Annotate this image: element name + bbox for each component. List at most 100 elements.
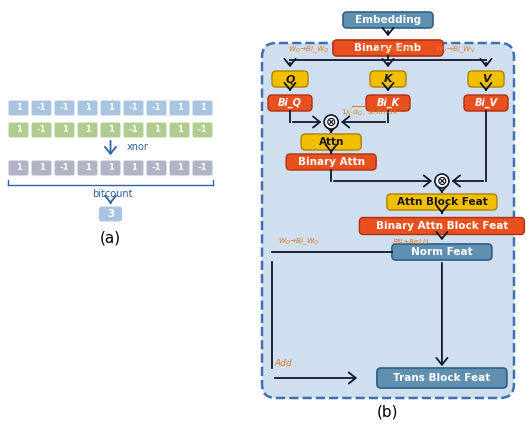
Text: 1: 1 <box>154 126 159 135</box>
FancyBboxPatch shape <box>392 244 492 260</box>
Text: $W_Q \!\rightarrow\! Bi\_W_Q$: $W_Q \!\rightarrow\! Bi\_W_Q$ <box>288 44 329 55</box>
Text: Binary Emb: Binary Emb <box>355 43 421 53</box>
Text: 1: 1 <box>107 126 114 135</box>
FancyBboxPatch shape <box>169 160 190 176</box>
FancyBboxPatch shape <box>123 100 144 116</box>
FancyBboxPatch shape <box>146 100 167 116</box>
Text: $BN\!+\!ReLU$: $BN\!+\!ReLU$ <box>392 237 430 246</box>
Text: -1: -1 <box>37 104 46 112</box>
Text: -1: -1 <box>129 126 138 135</box>
FancyBboxPatch shape <box>370 71 406 87</box>
Text: Add: Add <box>274 359 291 368</box>
Text: -1: -1 <box>129 104 138 112</box>
FancyBboxPatch shape <box>54 122 75 138</box>
FancyBboxPatch shape <box>8 122 29 138</box>
FancyBboxPatch shape <box>192 122 213 138</box>
Text: 1: 1 <box>199 104 206 112</box>
Text: -1: -1 <box>60 164 69 173</box>
FancyBboxPatch shape <box>272 71 308 87</box>
FancyBboxPatch shape <box>8 100 29 116</box>
FancyBboxPatch shape <box>54 100 75 116</box>
FancyBboxPatch shape <box>100 122 121 138</box>
Text: 1: 1 <box>85 164 90 173</box>
FancyBboxPatch shape <box>123 122 144 138</box>
FancyBboxPatch shape <box>146 160 167 176</box>
Text: ⊗: ⊗ <box>326 115 337 129</box>
Text: 1: 1 <box>85 126 90 135</box>
FancyBboxPatch shape <box>77 122 98 138</box>
Text: Bi_Q: Bi_Q <box>278 98 302 108</box>
Circle shape <box>435 174 449 188</box>
FancyBboxPatch shape <box>343 12 433 28</box>
FancyBboxPatch shape <box>8 160 29 176</box>
FancyBboxPatch shape <box>100 100 121 116</box>
Text: -1: -1 <box>151 104 161 112</box>
FancyBboxPatch shape <box>146 122 167 138</box>
Text: 1: 1 <box>16 104 22 112</box>
Text: (b): (b) <box>377 405 399 420</box>
Text: 1: 1 <box>62 126 67 135</box>
Text: $W_O \!\rightarrow\! Bi\_W_O$: $W_O \!\rightarrow\! Bi\_W_O$ <box>278 236 319 247</box>
Text: ⊗: ⊗ <box>437 175 447 187</box>
Text: Embedding: Embedding <box>355 15 421 25</box>
Text: 1: 1 <box>16 126 22 135</box>
FancyBboxPatch shape <box>98 206 123 222</box>
FancyBboxPatch shape <box>468 71 504 87</box>
Text: Binary Attn Block Feat: Binary Attn Block Feat <box>376 221 508 231</box>
FancyBboxPatch shape <box>268 95 312 111</box>
Text: 1: 1 <box>177 164 183 173</box>
Text: Q: Q <box>285 74 295 84</box>
FancyBboxPatch shape <box>359 218 524 234</box>
Text: -1: -1 <box>37 126 46 135</box>
Text: Binary Attn: Binary Attn <box>298 157 365 167</box>
FancyBboxPatch shape <box>387 194 497 210</box>
Text: $1/\!\sqrt{d_Q}$, softmax: $1/\!\sqrt{d_Q}$, softmax <box>341 104 399 118</box>
FancyBboxPatch shape <box>54 160 75 176</box>
Text: Norm Feat: Norm Feat <box>411 247 473 257</box>
Text: Trans Block Feat: Trans Block Feat <box>393 373 491 383</box>
Text: xnor: xnor <box>126 142 148 152</box>
Text: bitcount: bitcount <box>92 189 133 199</box>
FancyBboxPatch shape <box>377 368 507 388</box>
FancyBboxPatch shape <box>464 95 508 111</box>
FancyBboxPatch shape <box>100 160 121 176</box>
FancyBboxPatch shape <box>333 40 443 56</box>
Text: $W_K \!\rightarrow\! Bi\_W_K$: $W_K \!\rightarrow\! Bi\_W_K$ <box>376 44 417 55</box>
FancyBboxPatch shape <box>77 100 98 116</box>
Text: 1: 1 <box>107 104 114 112</box>
FancyBboxPatch shape <box>31 160 52 176</box>
Text: 1: 1 <box>38 164 44 173</box>
FancyBboxPatch shape <box>301 134 361 150</box>
Text: -1: -1 <box>198 164 207 173</box>
Text: -1: -1 <box>151 164 161 173</box>
Text: 1: 1 <box>107 164 114 173</box>
Text: -1: -1 <box>60 104 69 112</box>
Text: 1: 1 <box>16 164 22 173</box>
Text: 1: 1 <box>177 104 183 112</box>
Text: 1: 1 <box>130 164 136 173</box>
FancyBboxPatch shape <box>31 100 52 116</box>
Text: V: V <box>482 74 490 84</box>
FancyBboxPatch shape <box>192 100 213 116</box>
Text: Attn: Attn <box>318 137 344 147</box>
Text: (a): (a) <box>100 230 121 245</box>
Text: Attn Block Feat: Attn Block Feat <box>397 197 487 207</box>
FancyBboxPatch shape <box>262 43 514 398</box>
Text: -1: -1 <box>198 126 207 135</box>
Text: Bi_V: Bi_V <box>474 98 498 108</box>
Text: $W_V \!\rightarrow\! Bi\_W_V$: $W_V \!\rightarrow\! Bi\_W_V$ <box>435 44 476 55</box>
FancyBboxPatch shape <box>31 122 52 138</box>
Text: 3: 3 <box>107 209 114 219</box>
Text: 1: 1 <box>85 104 90 112</box>
FancyBboxPatch shape <box>169 122 190 138</box>
FancyBboxPatch shape <box>192 160 213 176</box>
FancyBboxPatch shape <box>123 160 144 176</box>
FancyBboxPatch shape <box>286 154 376 170</box>
FancyBboxPatch shape <box>77 160 98 176</box>
Text: 1: 1 <box>177 126 183 135</box>
Text: K: K <box>383 74 392 84</box>
Circle shape <box>324 115 338 129</box>
FancyBboxPatch shape <box>169 100 190 116</box>
Text: Bi_K: Bi_K <box>377 98 400 108</box>
FancyBboxPatch shape <box>366 95 410 111</box>
